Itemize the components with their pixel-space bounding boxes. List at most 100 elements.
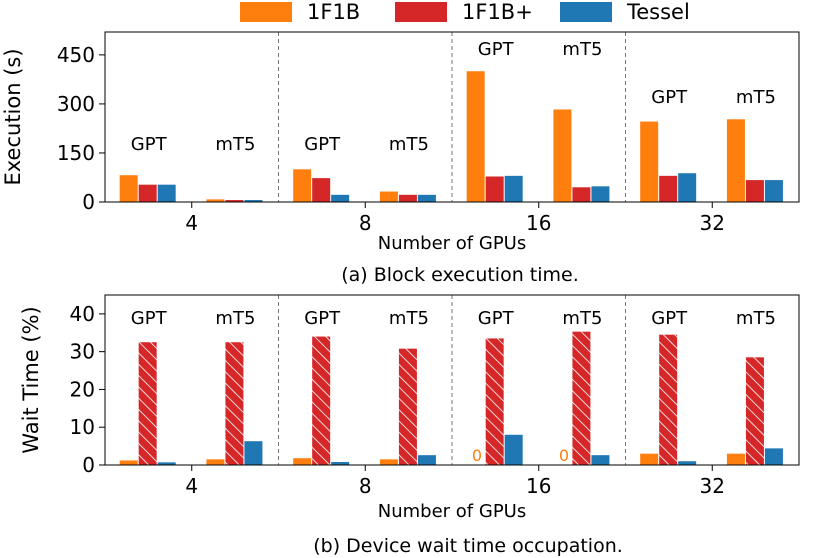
legend-swatch-1f1b-plus (395, 2, 447, 22)
y-tick-label: 150 (57, 141, 95, 165)
bar-1f1b-plus-16-gpt (485, 338, 504, 465)
bar-1f1b-plus-16-mt5 (572, 331, 591, 465)
subgroup-label: mT5 (736, 308, 776, 329)
bar-1f1b-plus-32-mt5 (745, 357, 764, 465)
bar-1f1b-plus-16-gpt (485, 176, 504, 202)
legend-label-1f1b: 1F1B (307, 0, 360, 24)
bar-1f1b-4-gpt (119, 175, 138, 202)
bar-1f1b-plus-8-mt5 (398, 194, 417, 202)
bar-tessel-4-gpt (157, 184, 176, 202)
y-tick-label: 300 (57, 92, 95, 116)
y-axis-label: Wait Time (%) (19, 306, 43, 453)
legend: 1F1B 1F1B+ Tessel (240, 0, 690, 24)
bar-1f1b-8-mt5 (379, 191, 398, 202)
subgroup-label: GPT (651, 308, 688, 329)
group-dividers (278, 32, 626, 202)
subgroup-label: mT5 (562, 308, 602, 329)
plot-frame (104, 31, 800, 203)
bar-tessel-8-mt5 (417, 455, 436, 465)
bar-1f1b-plus-8-gpt (312, 336, 331, 465)
y-tick-label: 450 (57, 43, 95, 67)
x-axis-ticks: 4 8 16 32 (185, 202, 725, 235)
bar-tessel-8-mt5 (417, 194, 436, 202)
subgroup-label: GPT (304, 134, 341, 155)
x-tick-label: 32 (700, 474, 725, 498)
bar-1f1b-plus-4-gpt (138, 184, 157, 202)
bar-1f1b-32-mt5 (726, 453, 745, 465)
subgroup-label: mT5 (562, 39, 602, 60)
bar-1f1b-plus-4-mt5 (225, 200, 244, 202)
x-axis-label: Number of GPUs (378, 501, 526, 522)
x-tick-label: 16 (526, 474, 551, 498)
bar-tessel-8-gpt (331, 194, 350, 202)
y-tick-label: 20 (70, 377, 95, 401)
subgroup-labels: GPT mT5 GPT mT5 GPT mT5 GPT mT5 (131, 308, 776, 329)
y-axis-ticks: 0 10 20 30 40 (70, 302, 105, 477)
bar-1f1b-plus-32-gpt (659, 175, 678, 202)
bars (119, 331, 783, 465)
bar-1f1b-plus-32-gpt (659, 334, 678, 465)
bar-1f1b-plus-4-gpt (138, 342, 157, 465)
bar-tessel-16-gpt (504, 434, 523, 465)
bar-1f1b-8-gpt (293, 458, 312, 465)
bar-tessel-4-mt5 (244, 441, 263, 465)
bar-tessel-32-mt5 (764, 448, 783, 465)
bar-1f1b-8-mt5 (379, 459, 398, 465)
zero-label: 0 (472, 446, 482, 465)
y-tick-label: 0 (82, 453, 95, 477)
subgroup-label: mT5 (215, 134, 255, 155)
bar-1f1b-4-gpt (119, 460, 138, 465)
bar-tessel-32-gpt (678, 173, 697, 202)
bar-1f1b-16-gpt (466, 71, 485, 202)
bars (119, 71, 783, 202)
x-tick-label: 8 (359, 474, 372, 498)
subgroup-label: GPT (304, 308, 341, 329)
bar-tessel-8-gpt (331, 461, 350, 465)
subgroup-label: GPT (478, 39, 515, 60)
bar-1f1b-plus-8-mt5 (398, 348, 417, 465)
y-tick-label: 40 (70, 302, 95, 326)
subgroup-label: mT5 (215, 308, 255, 329)
bar-1f1b-16-mt5 (553, 109, 572, 202)
subgroup-label: mT5 (389, 134, 429, 155)
legend-label-tessel: Tessel (626, 0, 690, 24)
subgroup-label: GPT (651, 87, 688, 108)
legend-swatch-tessel (560, 2, 612, 22)
bar-tessel-16-gpt (504, 175, 523, 202)
zero-label: 0 (559, 446, 569, 465)
x-tick-label: 4 (185, 211, 198, 235)
bar-1f1b-8-gpt (293, 169, 312, 202)
bar-tessel-32-gpt (678, 461, 697, 465)
caption: (a) Block execution time. (341, 264, 579, 286)
group-dividers (278, 295, 626, 465)
y-axis-ticks: 0 150 300 450 (57, 43, 105, 214)
subgroup-label: GPT (131, 134, 168, 155)
legend-label-1f1b-plus: 1F1B+ (462, 0, 533, 24)
y-tick-label: 0 (82, 190, 95, 214)
x-tick-label: 32 (700, 211, 725, 235)
y-tick-label: 30 (70, 340, 95, 364)
bar-tessel-16-mt5 (591, 455, 610, 465)
x-tick-label: 16 (526, 211, 551, 235)
subgroup-label: GPT (131, 308, 168, 329)
y-tick-label: 10 (70, 415, 95, 439)
subgroup-label: GPT (478, 308, 515, 329)
bar-1f1b-4-mt5 (206, 459, 225, 465)
bar-1f1b-32-mt5 (726, 119, 745, 202)
legend-swatch-1f1b (240, 2, 292, 22)
bar-1f1b-4-mt5 (206, 199, 225, 202)
bar-tessel-32-mt5 (764, 180, 783, 202)
plot-frame (104, 294, 800, 466)
x-tick-label: 8 (359, 211, 372, 235)
bar-tessel-4-mt5 (244, 200, 263, 202)
bar-1f1b-32-gpt (640, 453, 659, 465)
bar-1f1b-plus-8-gpt (312, 178, 331, 202)
bar-tessel-16-mt5 (591, 186, 610, 202)
bar-1f1b-32-gpt (640, 121, 659, 202)
bar-1f1b-plus-16-mt5 (572, 187, 591, 202)
y-axis-label: Execution (s) (1, 48, 25, 185)
caption: (b) Device wait time occupation. (313, 535, 623, 557)
subgroup-label: mT5 (389, 308, 429, 329)
bar-1f1b-plus-4-mt5 (225, 342, 244, 465)
bar-1f1b-plus-32-mt5 (745, 180, 764, 202)
